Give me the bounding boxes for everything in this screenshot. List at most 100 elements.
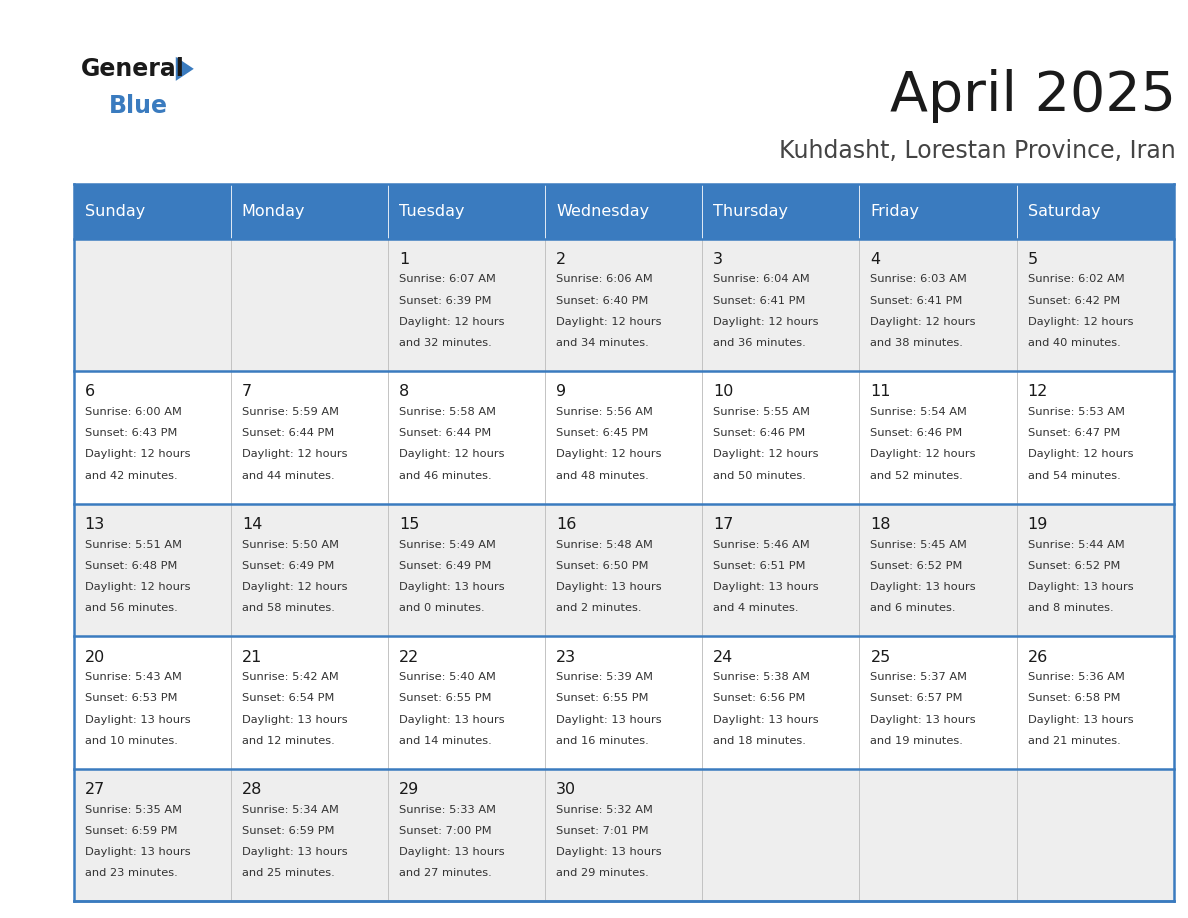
Bar [230, 371, 388, 504]
Text: 12: 12 [1028, 385, 1048, 399]
Text: Sunset: 6:55 PM: Sunset: 6:55 PM [556, 693, 649, 703]
Text: Sunrise: 5:58 AM: Sunrise: 5:58 AM [399, 407, 495, 417]
Text: and 38 minutes.: and 38 minutes. [871, 338, 963, 348]
Text: Sunrise: 5:46 AM: Sunrise: 5:46 AM [713, 540, 810, 550]
Bar [859, 239, 1017, 371]
Text: Friday: Friday [871, 204, 920, 218]
Text: Sunrise: 5:40 AM: Sunrise: 5:40 AM [399, 672, 495, 682]
Text: and 14 minutes.: and 14 minutes. [399, 735, 492, 745]
Text: and 23 minutes.: and 23 minutes. [84, 868, 177, 879]
Text: Daylight: 13 hours: Daylight: 13 hours [556, 714, 662, 724]
Text: Daylight: 13 hours: Daylight: 13 hours [399, 582, 505, 592]
Text: Sunrise: 5:54 AM: Sunrise: 5:54 AM [871, 407, 967, 417]
Text: 23: 23 [556, 650, 576, 665]
Text: and 25 minutes.: and 25 minutes. [242, 868, 335, 879]
Bar [74, 371, 230, 504]
Bar [859, 371, 1017, 504]
Bar [388, 371, 545, 504]
Text: Sunrise: 6:02 AM: Sunrise: 6:02 AM [1028, 274, 1124, 285]
Bar [702, 636, 859, 769]
Text: 2: 2 [556, 252, 567, 267]
Text: Sunset: 6:45 PM: Sunset: 6:45 PM [556, 428, 649, 438]
Text: Daylight: 13 hours: Daylight: 13 hours [84, 714, 190, 724]
Text: 20: 20 [84, 650, 105, 665]
Text: and 2 minutes.: and 2 minutes. [556, 603, 642, 613]
Bar [388, 239, 545, 371]
Text: Sunset: 6:42 PM: Sunset: 6:42 PM [1028, 296, 1120, 306]
Text: 22: 22 [399, 650, 419, 665]
Text: Daylight: 12 hours: Daylight: 12 hours [1028, 317, 1133, 327]
Text: Sunset: 6:44 PM: Sunset: 6:44 PM [399, 428, 491, 438]
Text: and 6 minutes.: and 6 minutes. [871, 603, 956, 613]
Text: Sunset: 6:43 PM: Sunset: 6:43 PM [84, 428, 177, 438]
Text: Sunset: 6:46 PM: Sunset: 6:46 PM [713, 428, 805, 438]
Text: Sunrise: 5:50 AM: Sunrise: 5:50 AM [242, 540, 339, 550]
Text: 4: 4 [871, 252, 880, 267]
Text: Sunrise: 5:43 AM: Sunrise: 5:43 AM [84, 672, 182, 682]
Text: Sunrise: 5:44 AM: Sunrise: 5:44 AM [1028, 540, 1124, 550]
Text: and 10 minutes.: and 10 minutes. [84, 735, 177, 745]
Text: 3: 3 [713, 252, 723, 267]
Text: and 54 minutes.: and 54 minutes. [1028, 471, 1120, 481]
Text: and 29 minutes.: and 29 minutes. [556, 868, 649, 879]
Text: Daylight: 13 hours: Daylight: 13 hours [871, 714, 977, 724]
Text: Daylight: 13 hours: Daylight: 13 hours [871, 582, 977, 592]
Text: and 58 minutes.: and 58 minutes. [242, 603, 335, 613]
Bar [859, 184, 1017, 239]
Bar [859, 769, 1017, 901]
Text: Sunrise: 5:38 AM: Sunrise: 5:38 AM [713, 672, 810, 682]
Text: Sunrise: 6:06 AM: Sunrise: 6:06 AM [556, 274, 653, 285]
Text: 14: 14 [242, 517, 263, 532]
Text: 16: 16 [556, 517, 576, 532]
Text: Monday: Monday [242, 204, 305, 218]
Bar [388, 184, 545, 239]
Text: 18: 18 [871, 517, 891, 532]
Text: Sunset: 6:44 PM: Sunset: 6:44 PM [242, 428, 334, 438]
Text: Sunset: 6:54 PM: Sunset: 6:54 PM [242, 693, 334, 703]
Text: 27: 27 [84, 782, 105, 797]
Text: Kuhdasht, Lorestan Province, Iran: Kuhdasht, Lorestan Province, Iran [779, 140, 1176, 163]
Bar [74, 504, 230, 636]
Text: Daylight: 12 hours: Daylight: 12 hours [871, 317, 975, 327]
Text: Thursday: Thursday [713, 204, 789, 218]
Text: Daylight: 12 hours: Daylight: 12 hours [399, 450, 505, 459]
Text: 13: 13 [84, 517, 105, 532]
Bar [859, 636, 1017, 769]
Text: Daylight: 13 hours: Daylight: 13 hours [242, 847, 347, 857]
Text: Daylight: 13 hours: Daylight: 13 hours [84, 847, 190, 857]
Bar [1017, 184, 1174, 239]
Text: and 8 minutes.: and 8 minutes. [1028, 603, 1113, 613]
Bar [545, 636, 702, 769]
Text: Sunset: 6:41 PM: Sunset: 6:41 PM [871, 296, 962, 306]
Text: Daylight: 13 hours: Daylight: 13 hours [242, 714, 347, 724]
Text: 17: 17 [713, 517, 734, 532]
Text: Sunrise: 5:37 AM: Sunrise: 5:37 AM [871, 672, 967, 682]
Text: and 12 minutes.: and 12 minutes. [242, 735, 335, 745]
Bar [74, 769, 230, 901]
Text: Daylight: 12 hours: Daylight: 12 hours [84, 450, 190, 459]
Text: Daylight: 13 hours: Daylight: 13 hours [556, 847, 662, 857]
Text: Sunset: 6:59 PM: Sunset: 6:59 PM [84, 826, 177, 836]
Text: Sunrise: 6:04 AM: Sunrise: 6:04 AM [713, 274, 810, 285]
Text: Sunset: 6:41 PM: Sunset: 6:41 PM [713, 296, 805, 306]
Text: 6: 6 [84, 385, 95, 399]
Bar [1017, 636, 1174, 769]
Text: Sunrise: 5:34 AM: Sunrise: 5:34 AM [242, 805, 339, 814]
Text: Sunset: 6:58 PM: Sunset: 6:58 PM [1028, 693, 1120, 703]
Text: Daylight: 12 hours: Daylight: 12 hours [713, 450, 819, 459]
Text: Sunrise: 5:48 AM: Sunrise: 5:48 AM [556, 540, 653, 550]
Text: Sunset: 6:59 PM: Sunset: 6:59 PM [242, 826, 334, 836]
Bar [545, 184, 702, 239]
Text: General: General [81, 57, 184, 81]
Text: 29: 29 [399, 782, 419, 797]
Text: Wednesday: Wednesday [556, 204, 650, 218]
Text: Sunrise: 5:39 AM: Sunrise: 5:39 AM [556, 672, 653, 682]
Text: Daylight: 13 hours: Daylight: 13 hours [399, 847, 505, 857]
Text: Sunset: 6:53 PM: Sunset: 6:53 PM [84, 693, 177, 703]
Text: Daylight: 12 hours: Daylight: 12 hours [871, 450, 975, 459]
Bar [1017, 371, 1174, 504]
Text: and 18 minutes.: and 18 minutes. [713, 735, 807, 745]
Text: Sunrise: 5:32 AM: Sunrise: 5:32 AM [556, 805, 653, 814]
Text: Sunset: 6:52 PM: Sunset: 6:52 PM [1028, 561, 1120, 571]
Bar [859, 504, 1017, 636]
